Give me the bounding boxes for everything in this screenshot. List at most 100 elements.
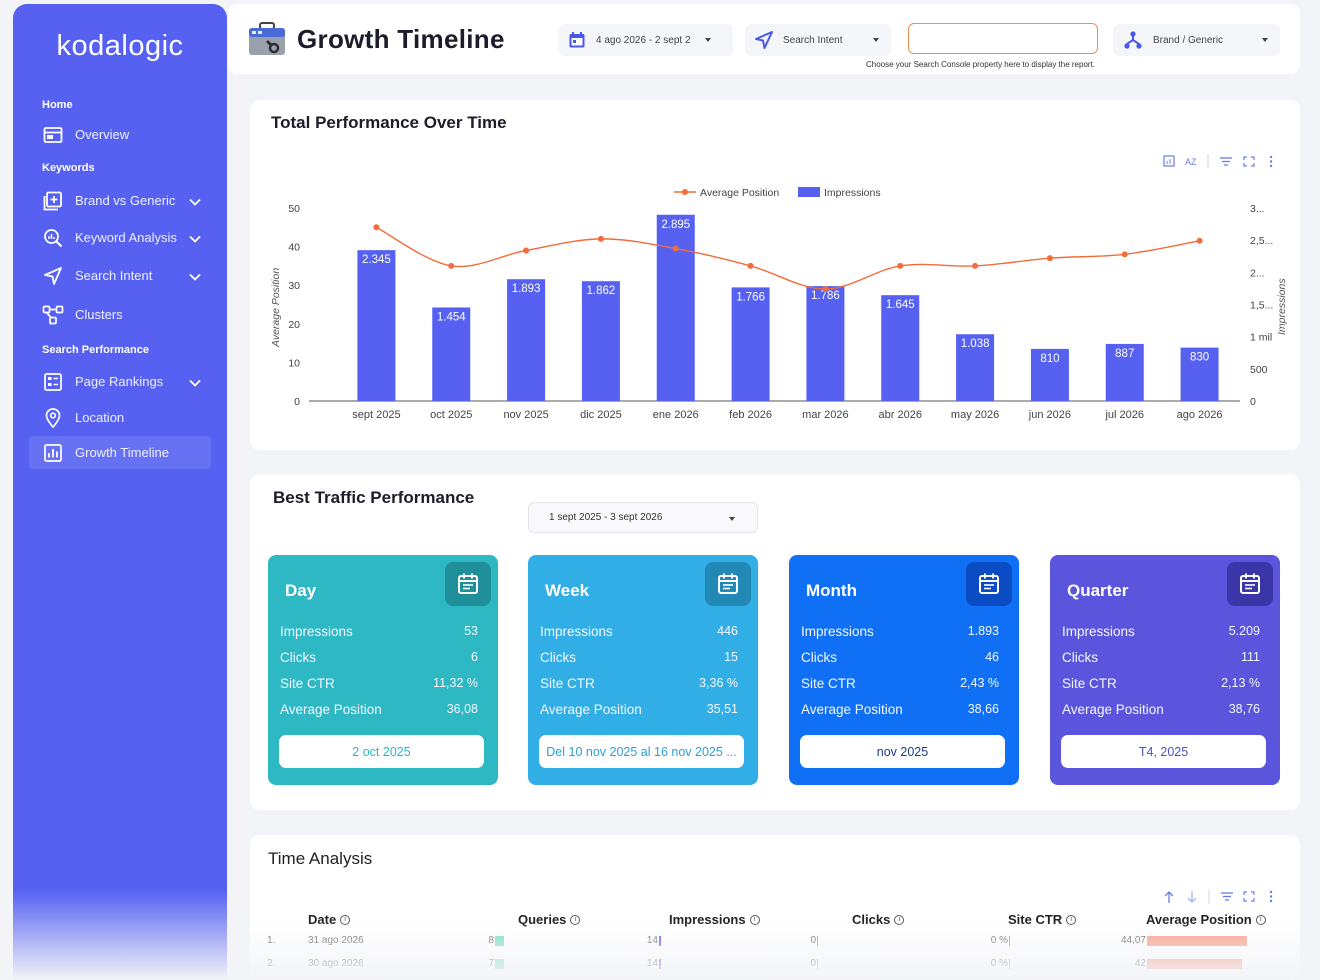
y-tick-label: 40 [288, 242, 300, 254]
period-pill[interactable]: T4, 2025 [1061, 735, 1266, 768]
point-average-position[interactable] [1196, 237, 1203, 244]
point-average-position[interactable] [822, 286, 829, 293]
more-vert-icon[interactable] [1269, 890, 1273, 903]
best-traffic-date-dropdown[interactable]: 1 sept 2025 - 3 sept 2026 [528, 502, 758, 533]
tile-row-avg-pos: Average Position 36,08 [280, 702, 478, 717]
logo: kodalogic [56, 30, 184, 62]
point-average-position[interactable] [448, 262, 455, 269]
sidebar-item-search-intent[interactable]: Search Intent [29, 259, 211, 292]
point-average-position[interactable] [747, 262, 754, 269]
sidebar-item-location[interactable]: Location [29, 401, 211, 434]
y-tick-label: 50 [288, 203, 300, 215]
point-average-position[interactable] [897, 262, 904, 269]
tile-title: Quarter [1067, 581, 1129, 600]
sort-descending-icon[interactable] [1187, 891, 1197, 903]
bar-impressions[interactable] [581, 281, 620, 401]
fullscreen-icon[interactable] [1243, 891, 1255, 902]
search-intent-filter[interactable]: Search Intent [745, 24, 891, 56]
chevron-down-icon[interactable] [189, 268, 201, 286]
y-right-tick-label: 2,5... [1250, 235, 1273, 247]
y-right-tick-label: 0 [1250, 396, 1256, 408]
sidebar-item-overview[interactable]: Overview [29, 118, 211, 151]
chevron-down-icon[interactable] [189, 193, 201, 211]
sidebar-item-label: Overview [75, 127, 130, 142]
sidebar-item-brand-vs-generic[interactable]: Brand vs Generic [29, 184, 211, 217]
bar-value-label: 887 [1115, 348, 1134, 360]
calendar-icon [966, 562, 1012, 606]
bar-impressions[interactable] [507, 279, 546, 401]
bar-impressions[interactable] [731, 287, 770, 401]
sidebar-item-keyword-analysis[interactable]: Keyword Analysis [29, 221, 211, 254]
tile-row-impressions: Impressions 1.893 [801, 624, 999, 639]
point-average-position[interactable] [523, 247, 530, 254]
x-tick-label: sept 2025 [352, 409, 400, 421]
fullscreen-icon[interactable] [1243, 156, 1255, 167]
sort-ascending-icon[interactable] [1164, 891, 1174, 903]
point-average-position[interactable] [672, 245, 679, 252]
row-label: Site CTR [801, 676, 856, 691]
bar-impressions[interactable] [357, 250, 396, 401]
bar-impressions[interactable] [806, 286, 845, 401]
date-range-control[interactable]: 4 ago 2026 - 2 sept 2 [558, 24, 733, 56]
branch-nodes-icon [1123, 30, 1143, 50]
bar-impressions[interactable] [432, 307, 471, 401]
sidebar-item-clusters[interactable]: Clusters [29, 298, 211, 331]
period-pill[interactable]: nov 2025 [800, 735, 1005, 768]
bar-impressions[interactable] [656, 214, 695, 401]
bar-impressions[interactable] [1105, 343, 1144, 401]
sidebar-item-page-rankings[interactable]: Page Rankings [29, 365, 211, 398]
bar-value-label: 2.345 [362, 254, 391, 266]
row-label: Impressions [801, 624, 874, 639]
chevron-down-icon[interactable] [189, 374, 201, 392]
point-average-position[interactable] [972, 262, 979, 269]
point-average-position[interactable] [373, 224, 380, 231]
sidebar-item-label: Search Intent [75, 268, 153, 283]
y-right-tick-label: 1 mil [1250, 332, 1272, 344]
tile-row-clicks: Clicks 111 [1062, 650, 1260, 665]
date-range-value: 4 ago 2026 - 2 sept 2 [596, 34, 691, 46]
sidebar-item-growth-timeline[interactable]: Growth Timeline [29, 436, 211, 469]
period-pill[interactable]: 2 oct 2025 [279, 735, 484, 768]
period-tile-week: Week Impressions 446 Clicks 15 Site CTR 3,36 %… [528, 555, 758, 785]
sort-az-icon[interactable]: AZ [1185, 157, 1197, 167]
point-average-position[interactable] [597, 235, 604, 242]
calendar-icon [568, 31, 586, 49]
bar-value-label: 1.454 [437, 311, 466, 323]
point-average-position[interactable] [1046, 255, 1053, 262]
row-value: 15 [724, 650, 738, 664]
y-tick-label: 20 [288, 319, 300, 331]
x-tick-label: jul 2026 [1104, 409, 1144, 421]
page-header: Growth Timeline 4 ago 2026 - 2 sept 2 Se… [228, 4, 1300, 74]
point-average-position[interactable] [1121, 251, 1128, 258]
best-traffic-card: Best Traffic Performance 1 sept 2025 - 3… [250, 474, 1300, 810]
navigation-arrow-icon [755, 31, 773, 49]
filter-icon[interactable] [1220, 157, 1232, 166]
row-label: Site CTR [540, 676, 595, 691]
x-tick-label: dic 2025 [580, 409, 622, 421]
tile-title: Week [545, 581, 590, 600]
brand-generic-filter[interactable]: Brand / Generic [1113, 24, 1280, 56]
legend-average-position[interactable]: Average Position [674, 187, 779, 199]
calendar-icon [445, 562, 491, 606]
row-value: 38,76 [1228, 702, 1260, 716]
page-list-icon [41, 370, 65, 394]
property-input[interactable] [908, 23, 1098, 54]
tile-row-ctr: Site CTR 3,36 % [540, 676, 738, 691]
bar-impressions[interactable] [881, 295, 920, 401]
svg-text:AZ: AZ [1185, 157, 1197, 167]
legend-impressions[interactable]: Impressions [798, 187, 881, 199]
row-label: Impressions [280, 624, 353, 639]
bar-value-label: 1.766 [736, 291, 765, 303]
more-vert-icon[interactable] [1269, 155, 1273, 168]
row-label: Site CTR [1062, 676, 1117, 691]
chevron-down-icon[interactable] [189, 230, 201, 248]
bar-impressions[interactable] [1030, 348, 1069, 401]
y-right-tick-label: 2... [1250, 267, 1265, 279]
tile-row-avg-pos: Average Position 35,51 [540, 702, 738, 717]
filter-icon[interactable] [1221, 892, 1233, 901]
calendar-icon [705, 562, 751, 606]
period-pill[interactable]: Del 10 nov 2025 al 16 nov 2025 ... [539, 735, 744, 768]
chart-export-icon[interactable] [1163, 155, 1175, 167]
bar-impressions[interactable] [1180, 347, 1219, 401]
bar-impressions[interactable] [956, 334, 995, 401]
